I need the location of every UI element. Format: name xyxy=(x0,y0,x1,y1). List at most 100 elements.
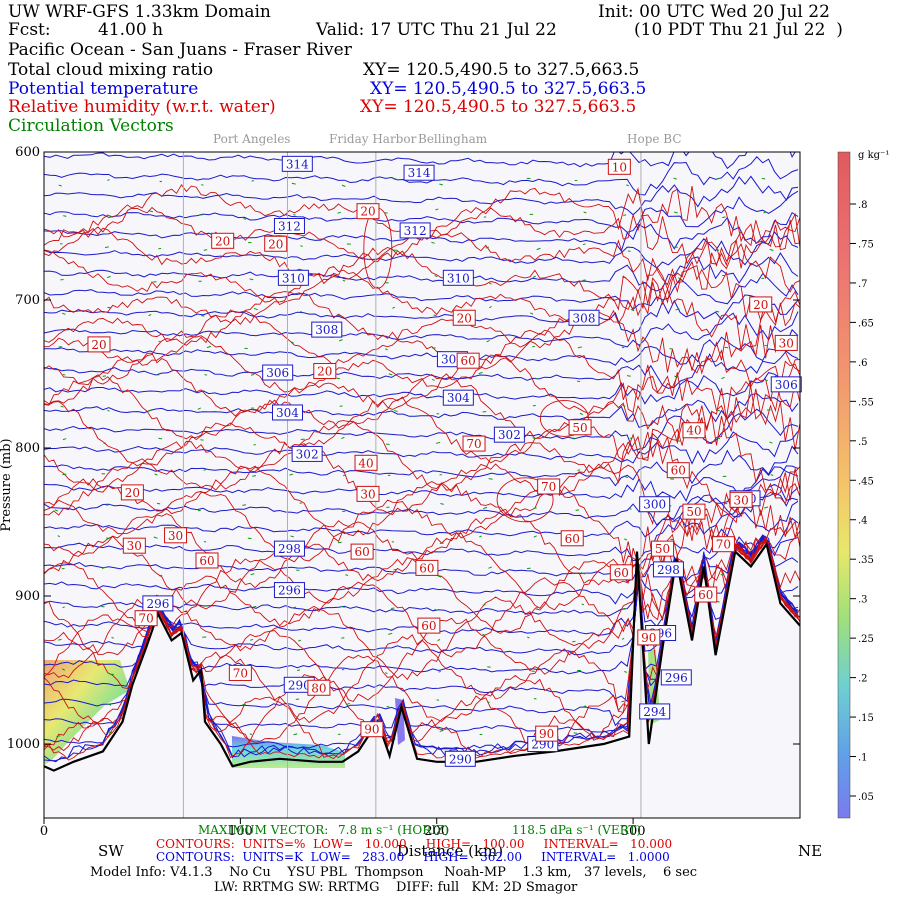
circulation-vector xyxy=(530,312,534,315)
rh-label: 70 xyxy=(537,478,561,495)
circulation-vector xyxy=(197,407,201,410)
circulation-vector xyxy=(434,608,437,611)
domain-title: UW WRF-GFS 1.33km Domain xyxy=(8,2,271,22)
rh-label-box xyxy=(694,586,718,603)
theta-label-box xyxy=(273,540,305,557)
y-axis: 600 700 800 900 1000 xyxy=(7,145,800,752)
rh-label-box xyxy=(666,462,690,479)
circulation-vector xyxy=(624,475,629,479)
colorbar-tick-label: .15 xyxy=(858,713,874,724)
theta-label-text: 302 xyxy=(498,428,521,442)
theta-label: 296 xyxy=(660,669,692,686)
rh-label: 30 xyxy=(356,485,380,502)
colorbar-tick-label: .65 xyxy=(858,318,874,329)
circulation-vector xyxy=(769,441,773,444)
rh-label-box xyxy=(264,235,288,252)
rh-label-text: 40 xyxy=(686,424,701,438)
x-axis-right-label: NE xyxy=(798,842,822,860)
theta-label: 306 xyxy=(770,376,802,393)
circulation-vector xyxy=(337,541,342,544)
circulation-vector xyxy=(206,345,211,349)
x-tick-label: 0 xyxy=(40,824,48,839)
circulation-vector xyxy=(252,475,257,477)
circulation-vector xyxy=(486,339,490,343)
rh-label: 60 xyxy=(694,586,718,603)
circulation-vector xyxy=(159,180,163,183)
theta-label-text: 290 xyxy=(449,752,472,766)
circulation-vector xyxy=(109,215,113,218)
theta-label-box xyxy=(442,269,474,286)
rh-label-text: 20 xyxy=(268,237,283,251)
rh-contour-line xyxy=(44,380,800,467)
circulation-vector xyxy=(386,506,390,509)
circulation-vector xyxy=(622,404,626,407)
theta-label-text: 304 xyxy=(447,391,470,405)
rh-label-text: 50 xyxy=(655,542,670,556)
location-port-angeles: Port Angeles xyxy=(213,132,291,146)
circulation-vector xyxy=(626,375,631,377)
circulation-vector xyxy=(249,278,254,281)
theta-label-box xyxy=(660,669,692,686)
location-friday-harbor: Friday Harbor xyxy=(329,132,417,146)
rh-label: 70 xyxy=(134,610,158,627)
rh-label: 50 xyxy=(682,503,706,520)
colorbar xyxy=(837,151,851,819)
circulation-vector xyxy=(488,566,492,569)
circulation-vector xyxy=(763,506,769,509)
theta-contour-line xyxy=(44,152,796,170)
circulation-vector xyxy=(394,410,398,412)
theta-label-text: 306 xyxy=(266,366,289,380)
circulation-vector xyxy=(715,248,720,251)
circulation-vector xyxy=(765,379,768,382)
max-vector-vertical: 118.5 dPa s⁻¹ (VERT) xyxy=(512,823,642,837)
circulation-vector xyxy=(627,250,631,252)
rh-label-box xyxy=(682,503,706,520)
circulation-vector xyxy=(527,636,530,639)
theta-contour-line xyxy=(44,230,799,269)
theta-label-box xyxy=(281,155,313,172)
circulation-vector xyxy=(153,536,158,539)
theta-label-box xyxy=(291,445,323,462)
circulation-vector xyxy=(388,373,393,376)
rh-label-text: 70 xyxy=(138,612,153,626)
rh-label-box xyxy=(313,363,337,380)
theta-label: 296 xyxy=(273,582,305,599)
rh-label-text: 90 xyxy=(364,723,379,737)
circulation-vector xyxy=(770,474,774,476)
circulation-vector xyxy=(673,177,677,180)
theta-contour-line xyxy=(44,272,799,311)
circulation-vector xyxy=(103,442,107,445)
circulation-vector xyxy=(298,639,302,642)
circulation-vector xyxy=(577,469,581,471)
circulation-vector xyxy=(630,308,635,312)
theta-label-box xyxy=(271,404,303,421)
circulation-vector xyxy=(252,605,257,608)
circulation-vector xyxy=(290,341,294,344)
colorbar-tick-label: .1 xyxy=(858,753,868,764)
circulation-vector xyxy=(438,670,442,673)
circulation-vector xyxy=(479,535,482,538)
rh-label: 60 xyxy=(609,564,633,581)
theta-label: 304 xyxy=(271,404,303,421)
theta-label-text: 296 xyxy=(146,597,169,611)
theta-label-text: 298 xyxy=(278,542,301,556)
colorbar-tick-label: .45 xyxy=(858,476,874,487)
circulation-vector xyxy=(58,346,62,348)
rh-label-text: 60 xyxy=(421,619,436,633)
circulation-vector xyxy=(250,638,254,641)
colorbar-tick-label: .6 xyxy=(858,358,868,369)
circulation-vector xyxy=(624,671,628,673)
circulation-vector xyxy=(345,574,349,576)
circulation-vector xyxy=(393,568,398,571)
colorbar-tick-label: .25 xyxy=(858,634,874,645)
theta-label: 312 xyxy=(399,222,431,239)
circulation-vector xyxy=(200,315,205,317)
rh-label: 60 xyxy=(350,543,374,560)
rh-label-box xyxy=(682,422,706,439)
rh-label-text: 20 xyxy=(125,486,140,500)
theta-label-box xyxy=(770,376,802,393)
rh-label-box xyxy=(535,725,559,742)
rh-label: 20 xyxy=(87,336,111,353)
rh-label-text: 50 xyxy=(572,421,587,435)
location-lines xyxy=(182,152,642,818)
